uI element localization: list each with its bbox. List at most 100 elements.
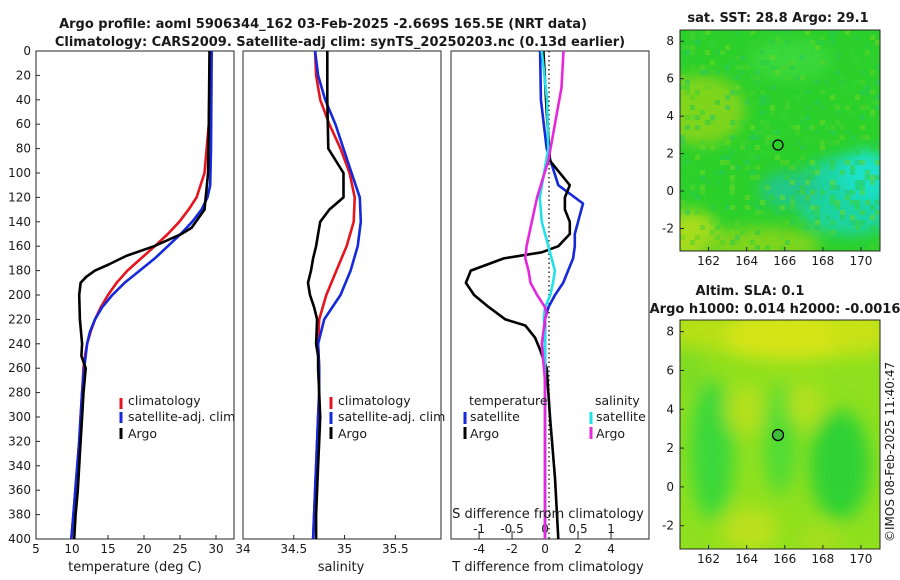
map-x-tick-label: 162 [697,254,720,268]
figure-title-line2: Climatology: CARS2009. Satellite-adj cli… [55,35,625,50]
difference-x-ticks: -4 -2 0 2 4-1 -0.5 0 0.5 1 [473,522,615,556]
argo-position-marker [771,428,785,442]
map-x-tick-label: 170 [849,552,872,566]
sst-map-ticks: 162 164 166 168 170 -2 0 2 4 6 8 [662,34,872,268]
salinity-legend: climatology satellite-adj. clim Argo [329,393,445,441]
salinity-x-tick-label: 34.5 [280,542,307,556]
depth-tick-label: 140 [8,215,31,229]
salinity-x-tick-label: 35 [337,542,352,556]
sla-map-subtitle: Argo h1000: 0.014 h2000: -0.0016 [650,302,900,317]
map-y-tick-label: 8 [666,325,674,339]
map-x-tick-label: 168 [811,254,834,268]
map-y-tick-label: -2 [662,222,674,236]
temperature-axes-frame [35,50,235,540]
map-y-tick-label: 4 [666,402,674,416]
difference-panel: -4 -2 0 2 4-1 -0.5 0 0.5 1 T difference from cli… [450,50,650,575]
argo-position-marker [772,139,784,151]
temperature-x-tick-label: 15 [100,542,115,556]
salinity-panel: 34 34.5 35 35.5 salinity climatology satell… [235,50,445,575]
depth-tick-label: 240 [8,337,31,351]
depth-tick-label: 360 [8,483,31,497]
depth-tick-label: 280 [8,386,31,400]
t-difference-x-tick-label: 0 [541,542,549,556]
figure-title-line1: Argo profile: aoml 5906344_162 03-Feb-20… [59,17,587,32]
temperature-x-tick-label: 5 [32,542,40,556]
depth-tick-label: 320 [8,434,31,448]
legend-satellite-label: satellite-adj. clim [338,409,445,424]
t-difference-x-tick-label: -2 [506,542,518,556]
s-difference-x-tick-label: 1 [607,522,615,536]
map-x-tick-label: 164 [735,254,758,268]
legend-t-argo-label: Argo [470,426,499,441]
map-y-tick-label: 0 [666,480,674,494]
s-difference-x-tick-label: -0.5 [500,522,523,536]
depth-tick-label: 340 [8,459,31,473]
depth-tick-label: 260 [8,361,31,375]
sst-map-panel: sat. SST: 28.8 Argo: 29.1 162 164 166 168 17… [662,11,881,268]
sla-heatmap [680,320,880,549]
sst-map-title: sat. SST: 28.8 Argo: 29.1 [687,11,868,26]
temperature-xlabel: temperature (deg C) [68,560,202,575]
t-difference-x-tick-label: -4 [473,542,485,556]
t-difference-x-tick-label: 4 [607,542,615,556]
difference-line-s-argo [523,50,565,539]
map-y-tick-label: 2 [666,147,674,161]
temperature-line-climatology [70,50,212,540]
legend-salinity-title: salinity [595,393,640,408]
legend-s-argo-label: Argo [596,426,625,441]
legend-s-satellite-label: satellite [596,409,646,424]
sla-map-title: Altim. SLA: 0.1 [696,284,805,299]
difference-axes-frame [450,50,650,540]
depth-tick-label: 300 [8,410,31,424]
map-y-tick-label: 6 [666,72,674,86]
temperature-x-tick-label: 10 [64,542,79,556]
t-difference-x-tick-label: 2 [574,542,582,556]
temperature-x-tick-label: 30 [208,542,223,556]
depth-tick-label: 400 [8,532,31,546]
map-x-tick-label: 168 [811,552,834,566]
temperature-depth-ticks: 0 20 40 60 80 100 120 140 160 180 200 220 240 260 280 3… [8,44,40,546]
salinity-x-ticks: 34 34.5 35 35.5 [235,535,409,556]
map-y-tick-label: 0 [666,184,674,198]
map-x-tick-label: 166 [773,254,796,268]
temperature-panel: 0 20 40 60 80 100 120 140 160 180 200 220 240 260 280 3… [8,44,235,575]
depth-tick-label: 380 [8,508,31,522]
salinity-profiles [306,50,363,540]
salinity-x-tick-label: 34 [235,542,250,556]
legend-argo-label: Argo [338,426,367,441]
temperature-legend: climatology satellite-adj. clim Argo [119,393,235,441]
copyright-label: ©IMOS 08-Feb-2025 11:40:47 [883,362,897,542]
legend-satellite-label: satellite-adj. clim [128,409,235,424]
map-y-tick-label: 8 [666,34,674,48]
depth-tick-label: 200 [8,288,31,302]
legend-t-satellite-label: satellite [470,409,520,424]
legend-climatology-label: climatology [128,393,201,408]
salinity-axes-frame [242,50,442,540]
temperature-line-argo [72,50,211,540]
map-y-tick-label: 4 [666,109,674,123]
s-difference-x-tick-label: -1 [473,522,485,536]
temperature-x-ticks: 5 10 15 20 25 30 [32,535,224,556]
depth-tick-label: 80 [16,142,31,156]
map-y-tick-label: -2 [662,519,674,533]
depth-tick-label: 100 [8,166,31,180]
map-x-tick-label: 162 [697,552,720,566]
salinity-line-argo [306,51,345,539]
map-x-tick-label: 166 [773,552,796,566]
temperature-line-satellite-adj-clim [70,50,213,540]
salinity-xlabel: salinity [318,560,365,575]
difference-legend: temperature salinity satellite Argo sate… [463,393,646,441]
difference-line-s-satellite [538,50,557,539]
map-x-tick-label: 164 [735,552,758,566]
depth-tick-label: 0 [23,44,31,58]
difference-profiles [464,50,585,540]
map-x-tick-label: 170 [849,254,872,268]
s-difference-x-tick-label: 0.5 [569,522,588,536]
legend-temperature-title: temperature [469,393,548,408]
depth-tick-label: 160 [8,239,31,253]
sst-heatmap [680,30,880,251]
depth-tick-label: 20 [16,68,31,82]
map-y-tick-label: 2 [666,441,674,455]
legend-climatology-label: climatology [338,393,411,408]
